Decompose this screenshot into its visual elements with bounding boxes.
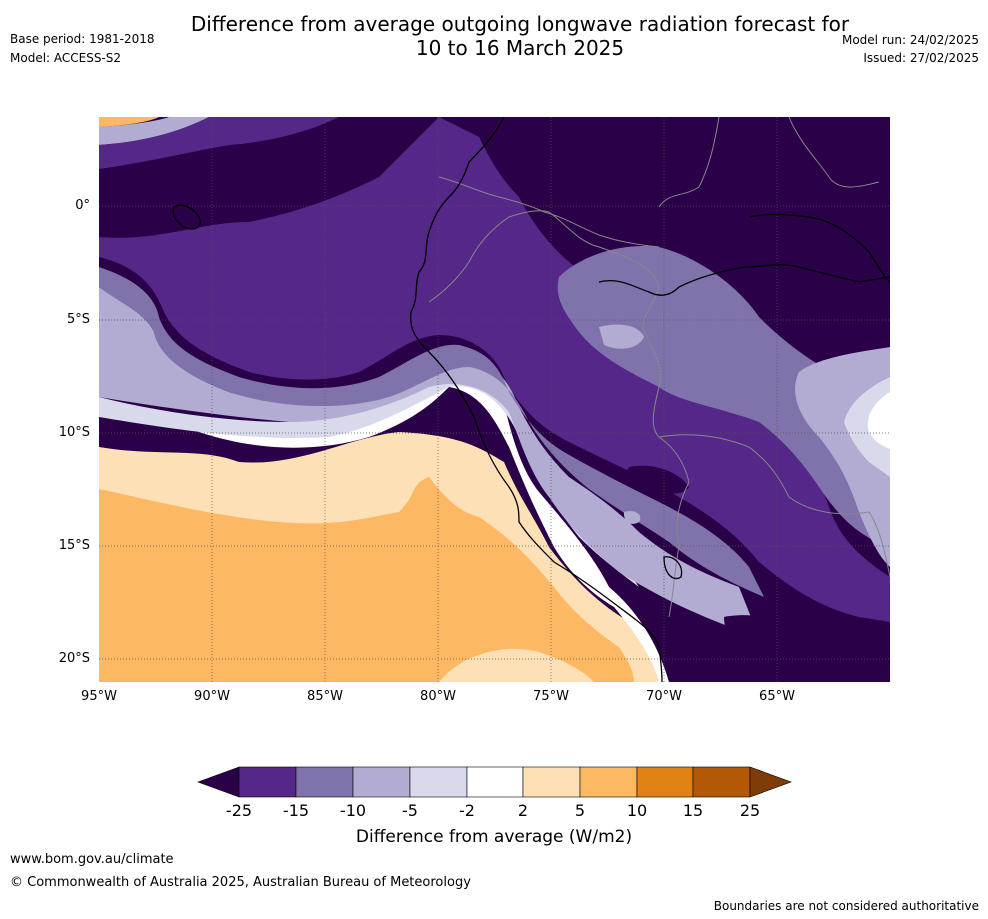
colorbar-swatch-8 [636,766,694,798]
model-name: Model: ACCESS-S2 [10,51,122,65]
colorbar-tick-25: 25 [739,801,761,820]
lon-label-95w: 95°W [81,689,117,704]
model-run: Model run: 24/02/2025 [841,33,979,47]
band-top-purple [99,117,339,169]
map-svg [99,117,890,682]
chart-title: Difference from average outgoing longwav… [0,12,988,60]
colorbar-tick-10: 10 [626,801,648,820]
lon-label-75w: 75°W [533,689,569,704]
colorbar-tick-m10: -10 [339,801,367,820]
border-brazil-north [788,117,880,188]
border-peru-bolivia [658,436,690,618]
band-lavender-light [99,368,639,587]
band-top-orange [99,117,159,127]
footer-url[interactable]: www.bom.gov.au/climate [10,852,174,867]
colorbar-extend-low [197,766,240,798]
lon-label-80w: 80°W [420,689,456,704]
patch-lavender-2 [623,511,641,524]
coast-rio-negro [748,213,890,283]
colorbar-swatch-6 [522,766,581,798]
band-lavender-inland [557,246,890,547]
colorbar-swatch-3 [352,766,411,798]
lat-label-15s: 15°S [58,538,90,553]
lat-label-5s: 5°S [66,312,90,327]
map-panel [99,117,890,682]
colorbar-tick-2: 2 [517,801,529,820]
lat-label-0: 0° [75,198,90,213]
colorbar-swatch-1 [238,766,297,798]
border-peru-brazil [548,211,661,438]
blob-andes-south [724,615,790,653]
colorbar-svg [197,766,792,798]
border-ecuador-peru [428,210,550,303]
lon-label-70w: 70°W [646,689,682,704]
lon-label-90w: 90°W [194,689,230,704]
border-colombia-venezuela [658,117,720,208]
colorbar-swatches [197,766,792,798]
lat-label-10s: 10°S [58,425,90,440]
band-white-east [867,392,890,449]
blob-amazon-east [749,216,876,336]
colorbar-tick-m15: -15 [282,801,310,820]
coast-lake-titicaca [663,556,683,580]
colorbar-tick-m2: -2 [459,801,475,820]
band-lavender-mid [99,287,759,637]
colorbar-swatch-5 [466,766,524,798]
coast-south-america-pacific [409,117,663,682]
colorbar-swatch-9 [692,766,751,798]
colorbar-swatch-7 [579,766,638,798]
title-line-1: Difference from average outgoing longwav… [190,12,850,36]
coast-amazon-river [598,264,890,296]
colorbar-swatch-2 [295,766,354,798]
title-line-2: 10 to 16 March 2025 [415,36,625,60]
colorbar-label: Difference from average (W/m2) [355,827,633,847]
colorbar [195,766,795,804]
issued-date: Issued: 27/02/2025 [863,51,979,65]
border-colombia-ecuador [438,176,660,248]
footer-copyright: © Commonwealth of Australia 2025, Austra… [10,875,471,890]
colorbar-tick-5: 5 [574,801,586,820]
colorbar-tick-15: 15 [682,801,704,820]
border-bolivia-brazil [658,434,890,578]
band-2-5-south [439,648,594,682]
band-purple-25 [99,117,890,622]
graticule [99,117,890,682]
patch-lavender-1 [599,324,644,349]
colorbar-swatch-4 [409,766,468,798]
band-5-10 [99,477,634,682]
blob-andes-mid [626,465,689,494]
footer-disclaimer: Boundaries are not considered authoritat… [713,899,979,913]
colorbar-extend-high [749,766,792,798]
lon-label-85w: 85°W [307,689,343,704]
country-borders [428,117,890,618]
lat-label-20s: 20°S [58,651,90,666]
colorbar-tick-m25: -25 [225,801,253,820]
coastline [172,117,890,682]
colorbar-tick-m5: -5 [402,801,418,820]
base-period: Base period: 1981-2018 [10,32,155,46]
lon-label-65w: 65°W [759,689,795,704]
band-top-lavender [99,117,209,145]
coast-galapagos [172,204,201,230]
